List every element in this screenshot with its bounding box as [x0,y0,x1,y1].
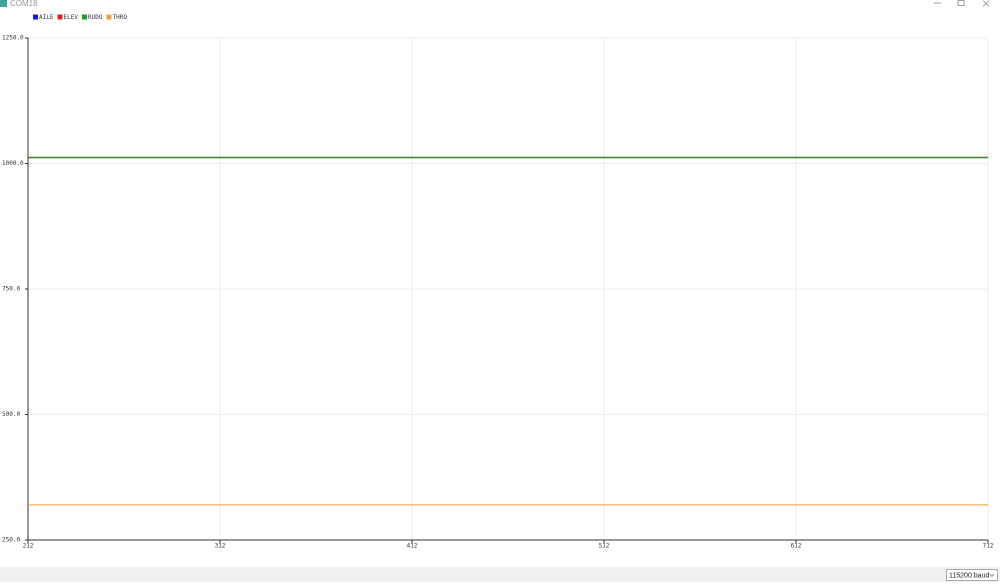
y-tick-label: 750.0 [2,286,20,293]
y-tick-label: 1000.0 [2,160,24,167]
baud-select[interactable] [946,569,998,581]
baud-label: 115200 baud [949,572,989,579]
x-tick-label: 512 [599,543,610,550]
title-bar [0,0,1000,10]
legend-swatch [82,14,87,20]
legend-label: THRO [113,14,128,21]
legend-swatch [106,14,112,20]
x-tick-label: 212 [23,543,34,550]
y-tick-label: 500.0 [2,411,20,418]
x-tick-label: 612 [791,543,802,550]
y-tick-label: 1250.0 [2,35,24,42]
window-title: COM18 [10,0,38,8]
restore-button[interactable] [957,0,965,6]
app-icon [0,0,7,7]
close-button[interactable] [982,0,990,7]
legend-label: ELEV [64,14,79,21]
dropdown-arrow [989,573,995,578]
x-tick-label: 412 [407,543,418,550]
legend-label: RUDO [88,14,103,21]
x-tick-label: 712 [983,543,994,550]
y-tick-label: 250.0 [2,537,20,544]
x-tick-label: 312 [215,543,226,550]
legend-swatch [33,14,38,20]
status-bar [0,567,1000,582]
legend-swatch [57,14,63,20]
legend-label: AILE [39,14,54,21]
